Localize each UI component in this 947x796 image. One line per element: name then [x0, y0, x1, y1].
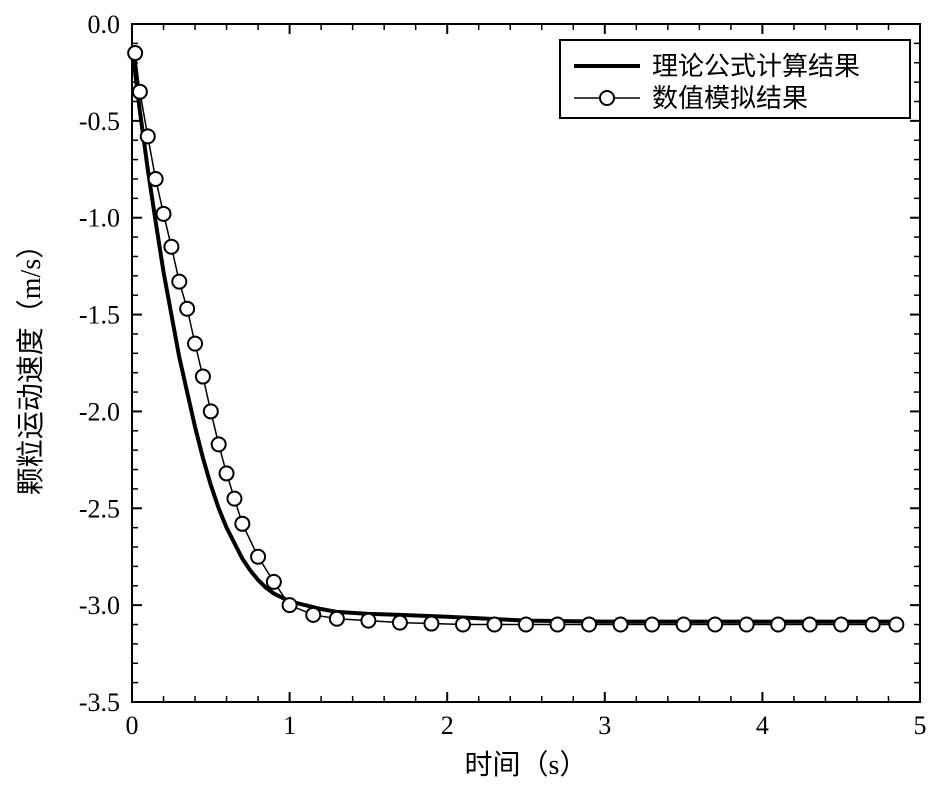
- series-sim-line: [135, 53, 896, 624]
- series-sim-marker: [141, 129, 155, 143]
- series-sim-marker: [393, 616, 407, 630]
- series-sim-marker: [157, 207, 171, 221]
- series-sim-marker: [196, 370, 210, 384]
- series-sim-marker: [212, 437, 226, 451]
- series-sim-marker: [889, 618, 903, 632]
- x-tick-label: 4: [756, 711, 769, 740]
- series-sim-marker: [487, 618, 501, 632]
- series-sim-marker: [330, 612, 344, 626]
- series-sim-marker: [172, 275, 186, 289]
- x-tick-label: 3: [598, 711, 611, 740]
- y-tick-label: -1.0: [79, 204, 120, 233]
- x-tick-label: 1: [283, 711, 296, 740]
- legend-label-theory: 理论公式计算结果: [652, 52, 860, 81]
- series-sim-marker: [164, 240, 178, 254]
- series-sim-marker: [361, 614, 375, 628]
- y-tick-label: -1.5: [79, 301, 120, 330]
- y-tick-label: -0.5: [79, 107, 120, 136]
- series-sim-marker: [227, 492, 241, 506]
- series-sim-marker: [267, 575, 281, 589]
- series-sim-marker: [220, 466, 234, 480]
- y-tick-label: -3.0: [79, 591, 120, 620]
- series-sim-marker: [519, 618, 533, 632]
- y-axis-label: 颗粒运动速度（m/s）: [15, 231, 47, 495]
- series-sim-marker: [424, 617, 438, 631]
- line-chart: 0 1 2 3 4 5 0.0 -0.5 -1.0 -1.5 -2.0 -2.5 -3.0 -3.5 时间（…: [0, 0, 947, 796]
- series-sim-marker: [866, 618, 880, 632]
- series-sim-marker: [133, 85, 147, 99]
- series-sim-marker: [645, 618, 659, 632]
- series-sim-marker: [708, 618, 722, 632]
- legend-swatch-sim-marker: [600, 91, 614, 105]
- series-sim-marker: [740, 618, 754, 632]
- x-tick-label: 2: [441, 711, 454, 740]
- series-sim-marker: [128, 46, 142, 60]
- series-sim-marker: [283, 598, 297, 612]
- series-sim-marker: [456, 618, 470, 632]
- series-sim-marker: [771, 618, 785, 632]
- series-sim-marker: [188, 337, 202, 351]
- x-tick-label: 5: [914, 711, 927, 740]
- series-sim-marker: [614, 618, 628, 632]
- series-sim-marker: [235, 517, 249, 531]
- series-sim-marker: [204, 404, 218, 418]
- series-sim-marker: [803, 618, 817, 632]
- series-sim-marker: [251, 550, 265, 564]
- chart-container: 0 1 2 3 4 5 0.0 -0.5 -1.0 -1.5 -2.0 -2.5 -3.0 -3.5 时间（…: [0, 0, 947, 796]
- series-sim-marker: [551, 618, 565, 632]
- series-sim-marker: [677, 618, 691, 632]
- y-tick-label: -3.5: [79, 688, 120, 717]
- series-sim-marker: [149, 172, 163, 186]
- plot-frame: [132, 24, 920, 702]
- y-tick-label: -2.0: [79, 397, 120, 426]
- x-tick-label: 0: [126, 711, 139, 740]
- series-sim-marker: [582, 618, 596, 632]
- x-axis-label: 时间（s）: [465, 749, 588, 781]
- series-sim-marker: [834, 618, 848, 632]
- legend-label-sim: 数值模拟结果: [652, 84, 808, 113]
- y-tick-label: 0.0: [88, 10, 121, 39]
- y-tick-label: -2.5: [79, 494, 120, 523]
- series-sim-marker: [306, 608, 320, 622]
- series-theory-line: [132, 47, 896, 621]
- series-sim-marker: [180, 302, 194, 316]
